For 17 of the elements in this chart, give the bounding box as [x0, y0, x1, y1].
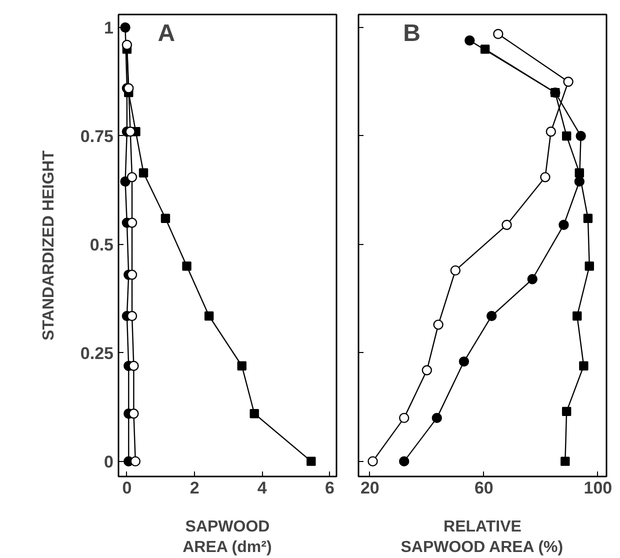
y-tick-label: 0.75 — [80, 126, 114, 146]
x-tick-label: 60 — [474, 478, 494, 498]
y-axis-title: STANDARDIZED HEIGHT — [40, 150, 58, 340]
y-tick-label: 0.5 — [90, 235, 114, 254]
x-tick-label: 4 — [257, 478, 268, 498]
y-tick-label: 0.25 — [80, 344, 114, 363]
x-axis-title: SAPWOOD AREA (dm²) — [182, 518, 272, 556]
y-tick-label: 0 — [104, 452, 114, 472]
y-tick-label: 1 — [104, 18, 114, 38]
x-tick-label: 0 — [122, 478, 132, 498]
x-tick-label: 20 — [360, 478, 380, 498]
annotation: A — [158, 20, 176, 48]
x-tick-label: 100 — [584, 478, 612, 498]
x-axis-title: RELATIVE SAPWOOD AREA (%) — [400, 518, 564, 556]
x-tick-label: 6 — [325, 478, 334, 498]
annotation: B — [403, 20, 420, 48]
x-tick-label: 2 — [190, 478, 200, 498]
